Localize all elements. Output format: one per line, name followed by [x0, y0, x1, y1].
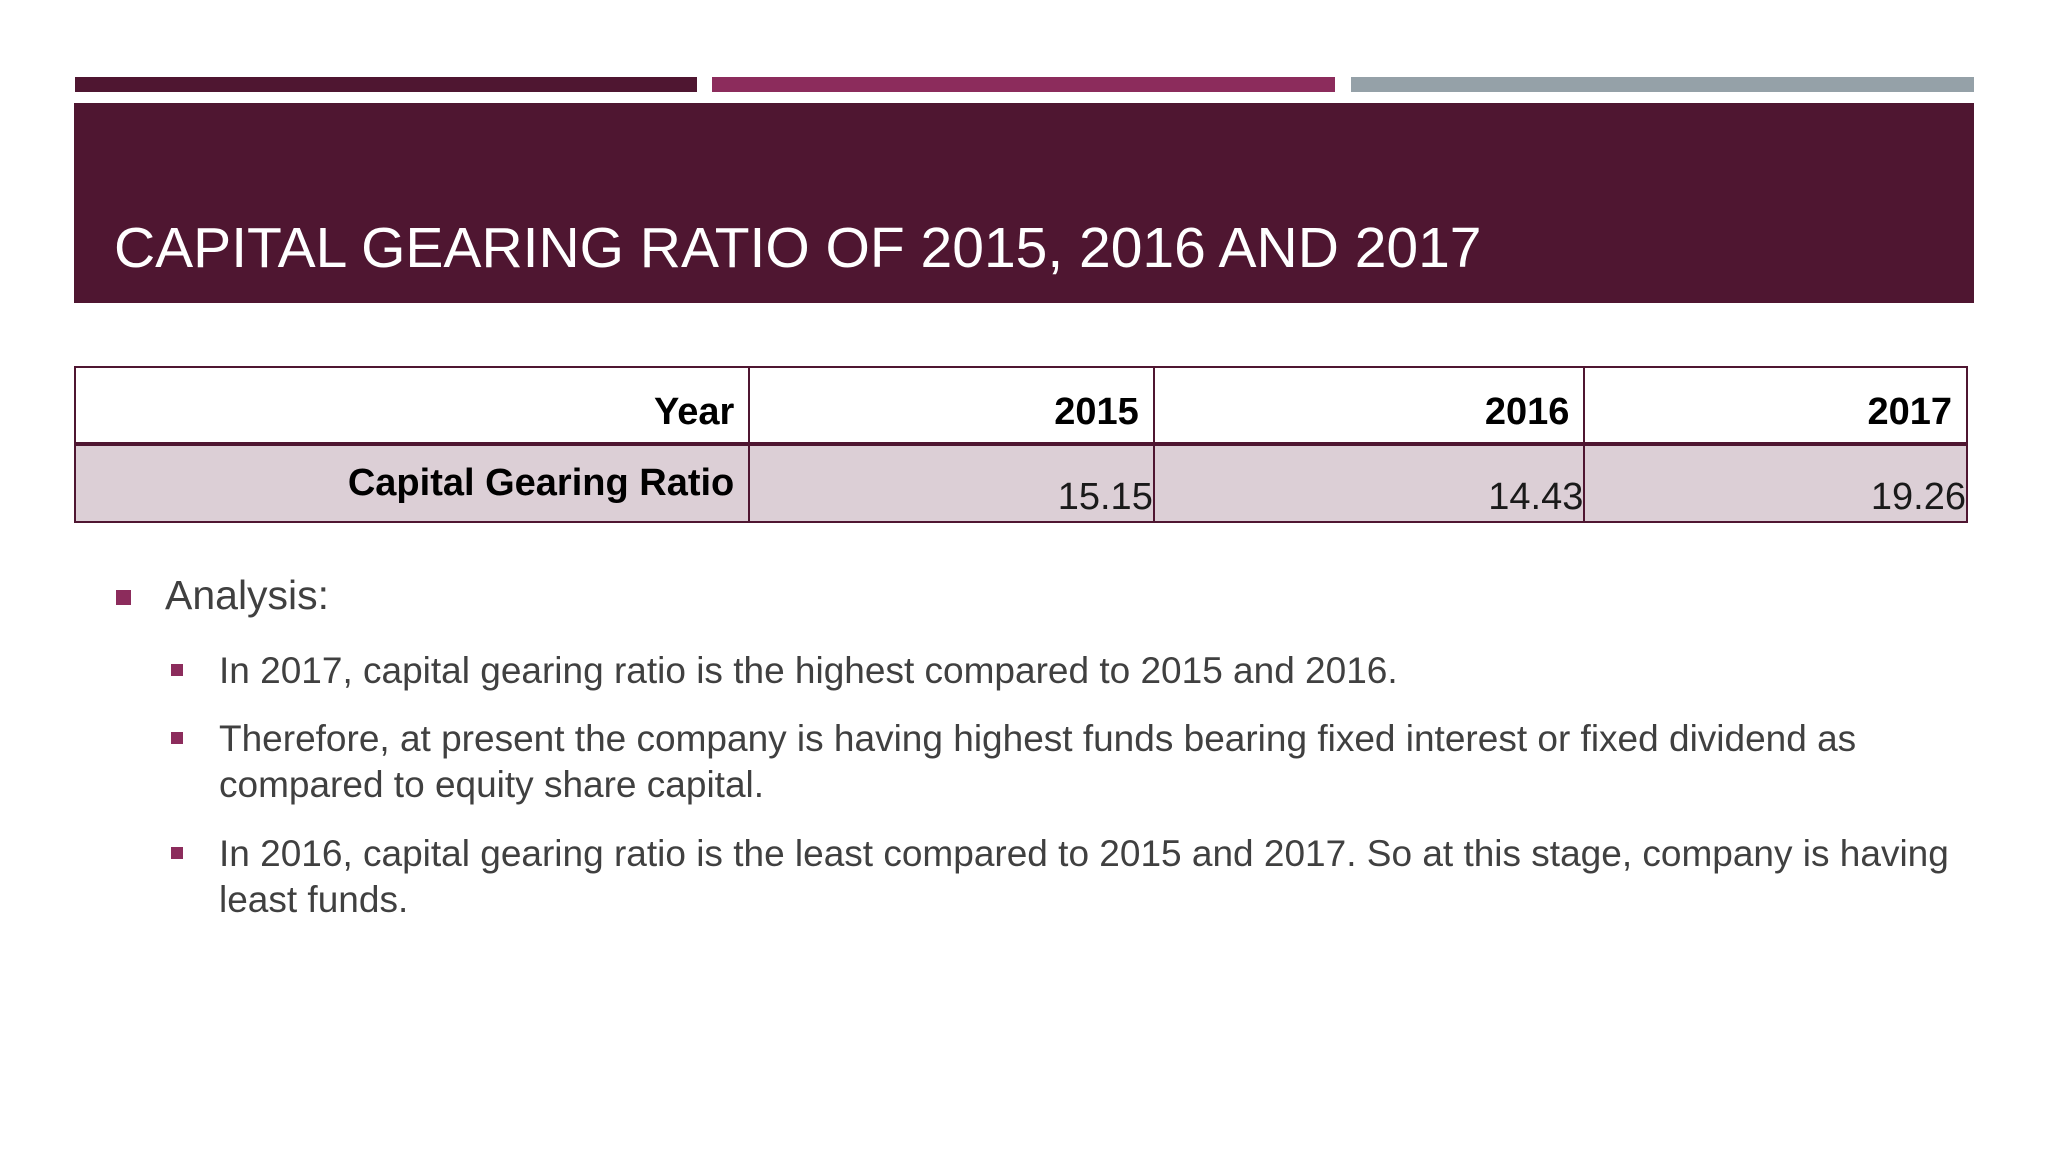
- header-cell-2016: 2016: [1152, 366, 1586, 445]
- analysis-point-3: In 2016, capital gearing ratio is the le…: [219, 833, 1949, 920]
- value-cell-2016: 14.43: [1152, 443, 1586, 523]
- title-band: CAPITAL GEARING RATIO OF 2015, 2016 AND …: [74, 103, 1974, 303]
- header-cell-2017: 2017: [1583, 366, 1968, 445]
- table-header-row: Year 2015 2016 2017: [73, 366, 1968, 445]
- header-cell-year: Year: [73, 366, 751, 445]
- value-cell-2017: 19.26: [1583, 443, 1968, 523]
- table-row: Capital Gearing Ratio 15.15 14.43 19.26: [73, 443, 1968, 523]
- row-label-capital-gearing-ratio: Capital Gearing Ratio: [73, 443, 751, 523]
- slide-title: CAPITAL GEARING RATIO OF 2015, 2016 AND …: [114, 216, 1482, 280]
- analysis-point-1: In 2017, capital gearing ratio is the hi…: [219, 650, 1398, 691]
- value-cell-2015: 15.15: [748, 443, 1155, 523]
- accent-bar-gray: [1351, 77, 1974, 92]
- ratio-table: Year 2015 2016 2017 Capital Gearing Rati…: [73, 366, 1968, 523]
- accent-bar-magenta: [712, 77, 1335, 92]
- square-bullet-icon: [171, 847, 183, 859]
- header-cell-2015: 2015: [748, 366, 1155, 445]
- analysis-heading: Analysis:: [165, 572, 330, 618]
- accent-bar-dark: [75, 77, 697, 92]
- square-bullet-icon: [171, 664, 183, 676]
- square-bullet-icon: [116, 590, 131, 605]
- analysis-point-2: Therefore, at present the company is hav…: [219, 718, 1857, 805]
- square-bullet-icon: [171, 732, 183, 744]
